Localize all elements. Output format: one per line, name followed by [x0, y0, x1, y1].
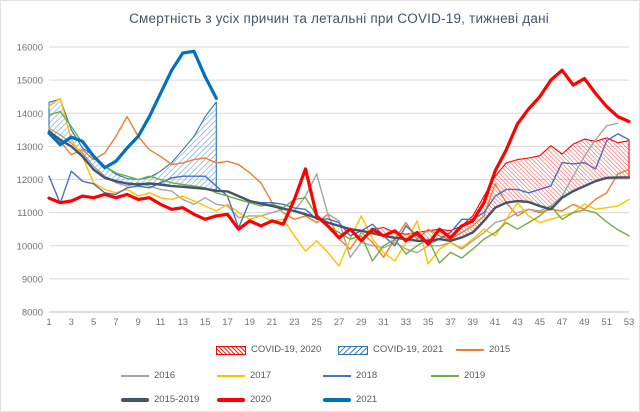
legend-swatch-2017 — [217, 375, 245, 377]
y-tick-label: 9000 — [22, 274, 43, 285]
legend-label-2020: 2020 — [250, 394, 272, 405]
x-tick-label: 27 — [334, 317, 345, 328]
x-tick-label: 17 — [222, 317, 233, 328]
x-tick-label: 33 — [401, 317, 412, 328]
y-tick-label: 11000 — [17, 208, 43, 219]
legend-swatch-2019 — [431, 375, 459, 377]
x-tick-label: 21 — [267, 317, 278, 328]
legend-label-2019: 2019 — [464, 370, 486, 381]
x-tick-label: 7 — [113, 317, 118, 328]
x-tick-label: 19 — [245, 317, 256, 328]
legend-item-2021: 2021 — [323, 394, 377, 406]
legend-label-covid-19-2021: COVID-19, 2021 — [373, 344, 444, 355]
y-tick-label: 16000 — [17, 43, 43, 54]
legend-item-2016: 2016 — [121, 370, 175, 382]
legend-swatch-2018 — [323, 375, 351, 377]
legend-swatch-2015-2019 — [121, 398, 149, 402]
legend-label-2016: 2016 — [154, 370, 176, 381]
legend-swatch-covid-19-2020 — [216, 345, 246, 355]
legend-item-2019: 2019 — [431, 370, 485, 382]
legend-swatch-2021 — [323, 398, 351, 402]
y-tick-label: 12000 — [17, 175, 43, 186]
x-tick-label: 45 — [535, 317, 546, 328]
x-tick-label: 13 — [178, 317, 189, 328]
x-tick-label: 51 — [601, 317, 612, 328]
x-tick-label: 53 — [624, 317, 635, 328]
legend-swatch-covid-19-2021 — [338, 345, 368, 355]
legend-item-2017: 2017 — [217, 370, 271, 382]
legend-label-2021: 2021 — [356, 394, 378, 405]
series-line-2020 — [47, 68, 631, 246]
x-tick-label: 25 — [311, 317, 322, 328]
x-tick-label: 49 — [579, 317, 590, 328]
series-line-2018 — [48, 133, 630, 247]
chart-title: Смертність з усіх причин та летальні при… — [129, 11, 549, 26]
series-line-2019 — [48, 110, 630, 264]
x-tick-label: 39 — [468, 317, 479, 328]
legend-label-2015-2019: 2015-2019 — [154, 394, 200, 405]
y-tick-label: 15000 — [17, 76, 43, 87]
series-line-2017 — [48, 97, 630, 267]
legend-label-covid-19-2020: COVID-19, 2020 — [251, 344, 322, 355]
legend-swatch-2020 — [217, 398, 245, 402]
legend-label-2017: 2017 — [250, 370, 272, 381]
x-tick-label: 31 — [378, 317, 389, 328]
x-tick-label: 41 — [490, 317, 501, 328]
x-tick-label: 5 — [91, 317, 96, 328]
x-tick-label: 47 — [557, 317, 568, 328]
legend-item-covid-19-2021: COVID-19, 2021 — [338, 344, 443, 356]
plot-area: 8000 9000 10000 11000 12000 13000 14000 15000 16… — [17, 43, 635, 329]
legend-swatch-2015 — [456, 349, 484, 351]
x-tick-label: 29 — [356, 317, 367, 328]
area-covid-19-2020 — [371, 137, 630, 242]
legend-label-2015: 2015 — [489, 344, 511, 355]
y-tick-label: 10000 — [17, 241, 43, 252]
x-tick-label: 23 — [289, 317, 300, 328]
series-line-2015-2019 — [47, 130, 631, 243]
y-tick-label: 13000 — [17, 142, 43, 153]
legend-swatch-2016 — [121, 375, 149, 377]
x-tick-label: 1 — [46, 317, 51, 328]
legend-label-2018: 2018 — [356, 370, 378, 381]
x-tick-label: 11 — [156, 317, 166, 328]
x-tick-label: 3 — [69, 317, 74, 328]
x-tick-label: 35 — [423, 317, 434, 328]
x-tick-label: 9 — [136, 317, 141, 328]
legend-item-2015-2019: 2015-2019 — [121, 394, 199, 406]
legend-item-2018: 2018 — [323, 370, 377, 382]
y-tick-label: 8000 — [22, 308, 43, 319]
series-line-2021 — [47, 49, 218, 170]
y-tick-label: 14000 — [17, 109, 43, 120]
x-tick-label: 15 — [200, 317, 211, 328]
legend-item-covid-19-2020: COVID-19, 2020 — [216, 344, 321, 356]
x-tick-label: 43 — [512, 317, 523, 328]
x-tick-label: 37 — [445, 317, 456, 328]
legend-item-2015: 2015 — [456, 344, 510, 356]
legend-item-2020: 2020 — [217, 394, 271, 406]
